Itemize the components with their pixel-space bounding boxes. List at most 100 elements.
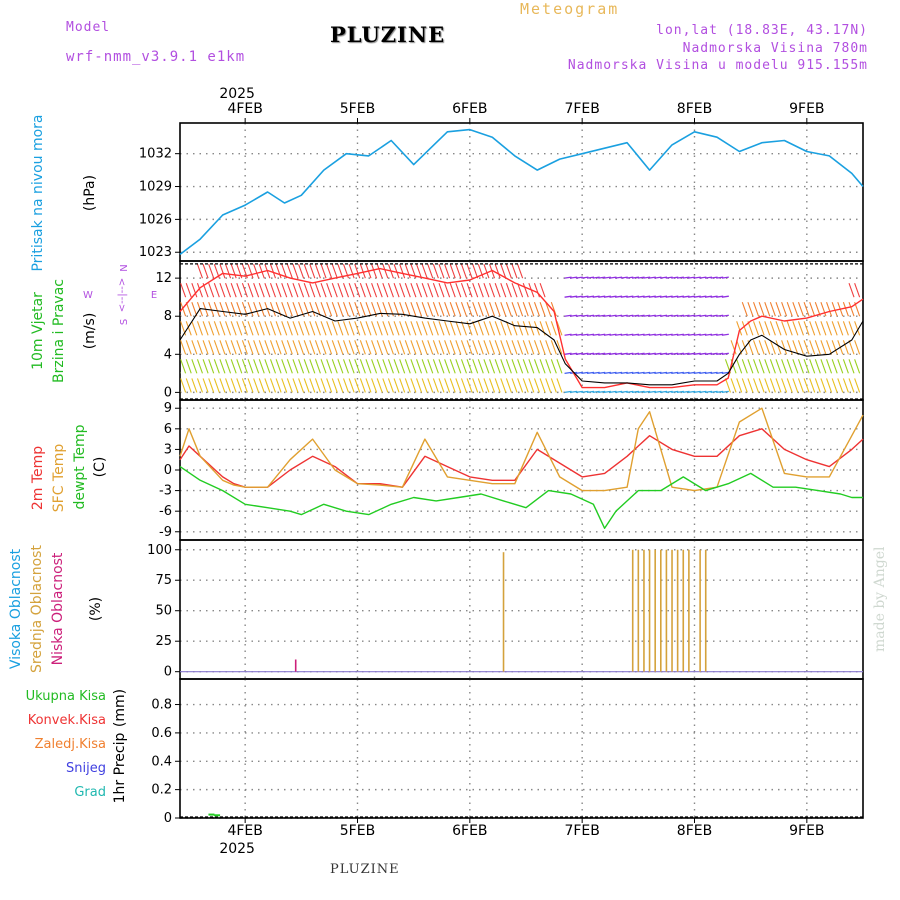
wind-barb [710, 314, 718, 317]
wind-barb [620, 371, 628, 374]
wind-barb [219, 378, 226, 393]
wind-barb [781, 359, 788, 374]
wind-barb [517, 359, 524, 374]
wind-barb [247, 321, 254, 336]
wind-barb [665, 352, 673, 355]
wind-barb [196, 282, 203, 298]
wind-barb [208, 321, 215, 336]
wind-barb [460, 321, 467, 336]
wind-barb [489, 282, 496, 298]
wind-barb [539, 340, 546, 355]
wind-barb [620, 276, 628, 279]
wind-barb [320, 340, 327, 355]
wind-barb [609, 276, 617, 279]
wind-barb [688, 390, 696, 394]
wind-barb [236, 340, 243, 355]
wind-barb [654, 390, 662, 394]
wind-barb [337, 340, 344, 355]
wind-barb [320, 359, 327, 374]
wind-barb [298, 321, 305, 336]
wind-barb [764, 340, 771, 355]
wind-barb [676, 295, 684, 298]
wind-barb [286, 263, 293, 279]
wind-barb [292, 359, 299, 374]
wind-barb [444, 282, 451, 298]
wind-barb [500, 263, 507, 279]
wind-barb [399, 282, 406, 298]
wind-barb [371, 282, 378, 298]
wind-barb [230, 302, 237, 317]
wind-barb [365, 340, 372, 355]
wind-barb [592, 390, 600, 394]
wind-barb [741, 378, 748, 393]
wind-barb [550, 321, 557, 336]
wind-barb [581, 295, 589, 298]
wind-barb [786, 302, 793, 317]
wind-barb [615, 333, 623, 336]
wind-barb [202, 378, 209, 393]
wind-speed-line [179, 308, 864, 386]
wind-barb [522, 321, 529, 336]
wind-barb [586, 295, 595, 298]
wind-barb [219, 282, 226, 298]
bottom-day-label: 8FEB [677, 823, 712, 839]
wind-barb [581, 371, 589, 374]
wind-barb [444, 302, 451, 317]
wind-barb [809, 340, 816, 355]
wind-barb [511, 263, 518, 279]
wind-barb [699, 352, 707, 355]
temperature-ytick-label: 0 [164, 463, 172, 478]
precip-ytick-label: 0.6 [151, 726, 172, 741]
wind-barb [854, 282, 861, 298]
wind-barb [449, 321, 456, 336]
wind-barb [180, 359, 187, 374]
wind-barb [393, 378, 400, 393]
wind-barb [354, 359, 361, 374]
wind-barb [517, 263, 524, 279]
wind-barb [382, 263, 389, 279]
wind-barb [393, 263, 400, 279]
wind-barb [410, 302, 417, 317]
wind-barb [814, 340, 821, 355]
wind-barb [477, 340, 484, 355]
wind-barb [348, 321, 355, 336]
wind-barb [281, 321, 288, 336]
wind-barb [741, 321, 748, 336]
wind-barb [643, 276, 651, 279]
wind-barb [477, 302, 484, 317]
wind-barb [522, 282, 529, 298]
wind-barb [230, 321, 237, 336]
wind-barb [354, 302, 361, 317]
wind-barb [609, 295, 617, 298]
wind-barb [230, 263, 237, 279]
wind-barb [337, 302, 344, 317]
wind-barb [564, 295, 572, 298]
wind-barb [848, 359, 855, 374]
wind-barb [477, 263, 484, 279]
wind-barb [477, 321, 484, 336]
wind-barb [693, 295, 701, 298]
wind-barb [831, 321, 838, 336]
wind-barb [213, 340, 220, 355]
wind-barb [665, 295, 673, 298]
wind-barb [676, 333, 684, 336]
wind-barb [769, 340, 776, 355]
wind-barb [564, 276, 572, 279]
wind-barb [803, 321, 810, 336]
wind-barb [792, 302, 799, 317]
wind-barb [230, 359, 237, 374]
precip-legend-item: Grad [74, 785, 106, 800]
wind-barb [581, 390, 589, 394]
wind-barb [180, 340, 187, 355]
bottom-year-label: 2025 [219, 841, 255, 857]
wind-barb [620, 295, 628, 298]
wind-barb [842, 302, 849, 317]
wind-barb [809, 378, 816, 393]
wind-barb [533, 359, 540, 374]
wind-barb [792, 378, 799, 393]
wind-barb [376, 359, 383, 374]
wind-barb [704, 276, 713, 279]
compass-north: N [119, 264, 130, 271]
wind-barb [603, 276, 611, 279]
wind-barb [797, 378, 804, 393]
